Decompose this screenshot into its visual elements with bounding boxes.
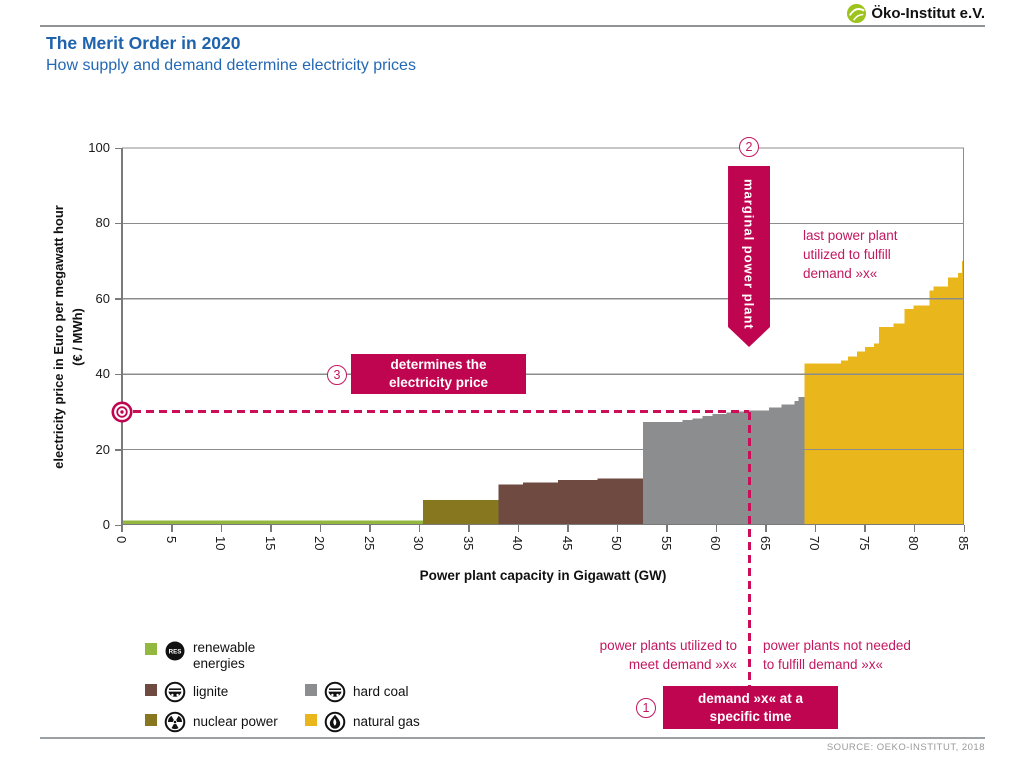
renewables-swatch: [145, 643, 157, 655]
x-tick-label: 80: [906, 536, 922, 551]
marginal-power-plant-banner: marginal power plant: [728, 166, 770, 347]
x-tick-label: 85: [956, 536, 971, 551]
plants-not-needed-note: power plants not needed to fulfill deman…: [763, 638, 911, 672]
y-tick-label: 40: [95, 366, 110, 382]
x-tick: [616, 525, 619, 532]
y-tick-label: 0: [102, 517, 110, 532]
flame-icon: [324, 711, 346, 733]
legend-label: lignite: [193, 684, 229, 699]
x-tick: [567, 525, 569, 532]
logo: Öko-Institut e.V.: [846, 3, 985, 24]
x-tick-label: 10: [213, 536, 229, 551]
hard-coal-swatch: [305, 684, 317, 696]
x-tick: [864, 525, 866, 532]
page-subtitle: How supply and demand determine electric…: [46, 57, 416, 74]
last-power-plant-note: last power plant utilized to fulfill dem…: [803, 228, 898, 281]
plants-utilized-note: power plants utilized to meet demand »x«: [599, 638, 737, 672]
x-tick-label: 55: [658, 536, 674, 551]
x-tick-label: 75: [856, 536, 872, 551]
x-tick: [963, 525, 965, 532]
x-tick: [121, 525, 123, 532]
y-axis-title: electricity price in Euro per megawatt h…: [51, 205, 85, 469]
x-tick: [666, 525, 668, 532]
determines-price-box: determines the electricity price: [351, 354, 526, 394]
x-tick: [468, 525, 470, 532]
x-tick: [814, 525, 817, 532]
logo-text: Öko-Institut e.V.: [871, 5, 985, 22]
legend-item-nuclear: nuclear power: [145, 711, 278, 733]
nuclear-swatch: [145, 714, 157, 726]
legend-label: hard coal: [353, 684, 409, 699]
legend-item-lignite: lignite: [145, 681, 228, 703]
x-tick-label: 65: [757, 536, 773, 551]
x-tick-label: 60: [708, 536, 724, 551]
legend-item-hard-coal: hard coal: [305, 681, 409, 703]
x-tick: [369, 525, 371, 532]
footer-rule: [40, 737, 985, 739]
y-tick-label: 60: [95, 290, 110, 306]
merit-order-plot: [122, 147, 965, 526]
x-tick-label: 0: [114, 536, 129, 544]
y-tick: [115, 147, 122, 149]
page-title: The Merit Order in 2020: [46, 33, 241, 53]
x-tick-label: 35: [460, 536, 476, 551]
x-axis-title: Power plant capacity in Gigawatt (GW): [419, 568, 667, 583]
legend-label: nuclear power: [193, 714, 278, 729]
x-tick-label: 45: [559, 536, 575, 551]
lignite-swatch: [145, 684, 157, 696]
x-tick: [319, 525, 322, 532]
x-tick-label: 15: [262, 536, 278, 551]
y-tick: [115, 449, 122, 451]
x-tick: [517, 525, 520, 532]
x-tick: [418, 525, 421, 532]
y-tick: [115, 524, 122, 526]
x-tick: [715, 525, 718, 532]
price-bullseye-icon: [111, 401, 133, 423]
legend-label: renewable energies: [193, 640, 256, 671]
marker-2-circle: 2: [739, 137, 760, 157]
x-tick: [220, 525, 223, 532]
x-tick-label: 5: [163, 536, 179, 544]
res-icon: RES: [165, 641, 185, 661]
oeko-institut-logo-icon: [847, 3, 867, 24]
coal-wagon-icon: [164, 681, 186, 703]
legend-label: natural gas: [353, 714, 420, 729]
x-tick: [270, 525, 272, 532]
y-tick-label: 80: [95, 215, 110, 231]
marker-1-circle: 1: [636, 698, 656, 718]
x-tick: [913, 525, 916, 532]
legend-item-renewables: RES renewable energies: [145, 640, 279, 672]
x-tick-label: 40: [510, 536, 526, 551]
x-tick-label: 25: [361, 536, 377, 551]
marker-3-circle: 3: [327, 365, 347, 385]
x-tick-label: 30: [411, 536, 427, 551]
natural-gas-swatch: [305, 714, 317, 726]
y-tick: [115, 373, 122, 376]
price-dashed-line: [133, 410, 750, 414]
plot-svg: [122, 147, 965, 526]
legend-item-natural-gas: natural gas: [305, 711, 420, 733]
x-tick-label: 70: [807, 536, 823, 551]
y-tick-label: 100: [88, 140, 110, 155]
x-tick-label: 50: [609, 536, 625, 551]
demand-dashed-line: [747, 411, 751, 686]
x-tick: [765, 525, 767, 532]
source-text: SOURCE: OEKO-INSTITUT, 2018: [826, 742, 985, 753]
svg-text:RES: RES: [169, 649, 182, 656]
demand-box: demand »x« at a specific time: [663, 686, 838, 729]
header-rule: [40, 25, 985, 27]
y-tick-label: 20: [95, 441, 110, 457]
x-tick-label: 20: [312, 536, 328, 551]
y-tick: [115, 222, 122, 225]
coal-wagon-icon: [324, 681, 346, 703]
y-tick: [115, 298, 122, 300]
x-tick: [171, 525, 173, 532]
radiation-icon: [164, 711, 186, 733]
y-axis-line: [121, 148, 123, 532]
